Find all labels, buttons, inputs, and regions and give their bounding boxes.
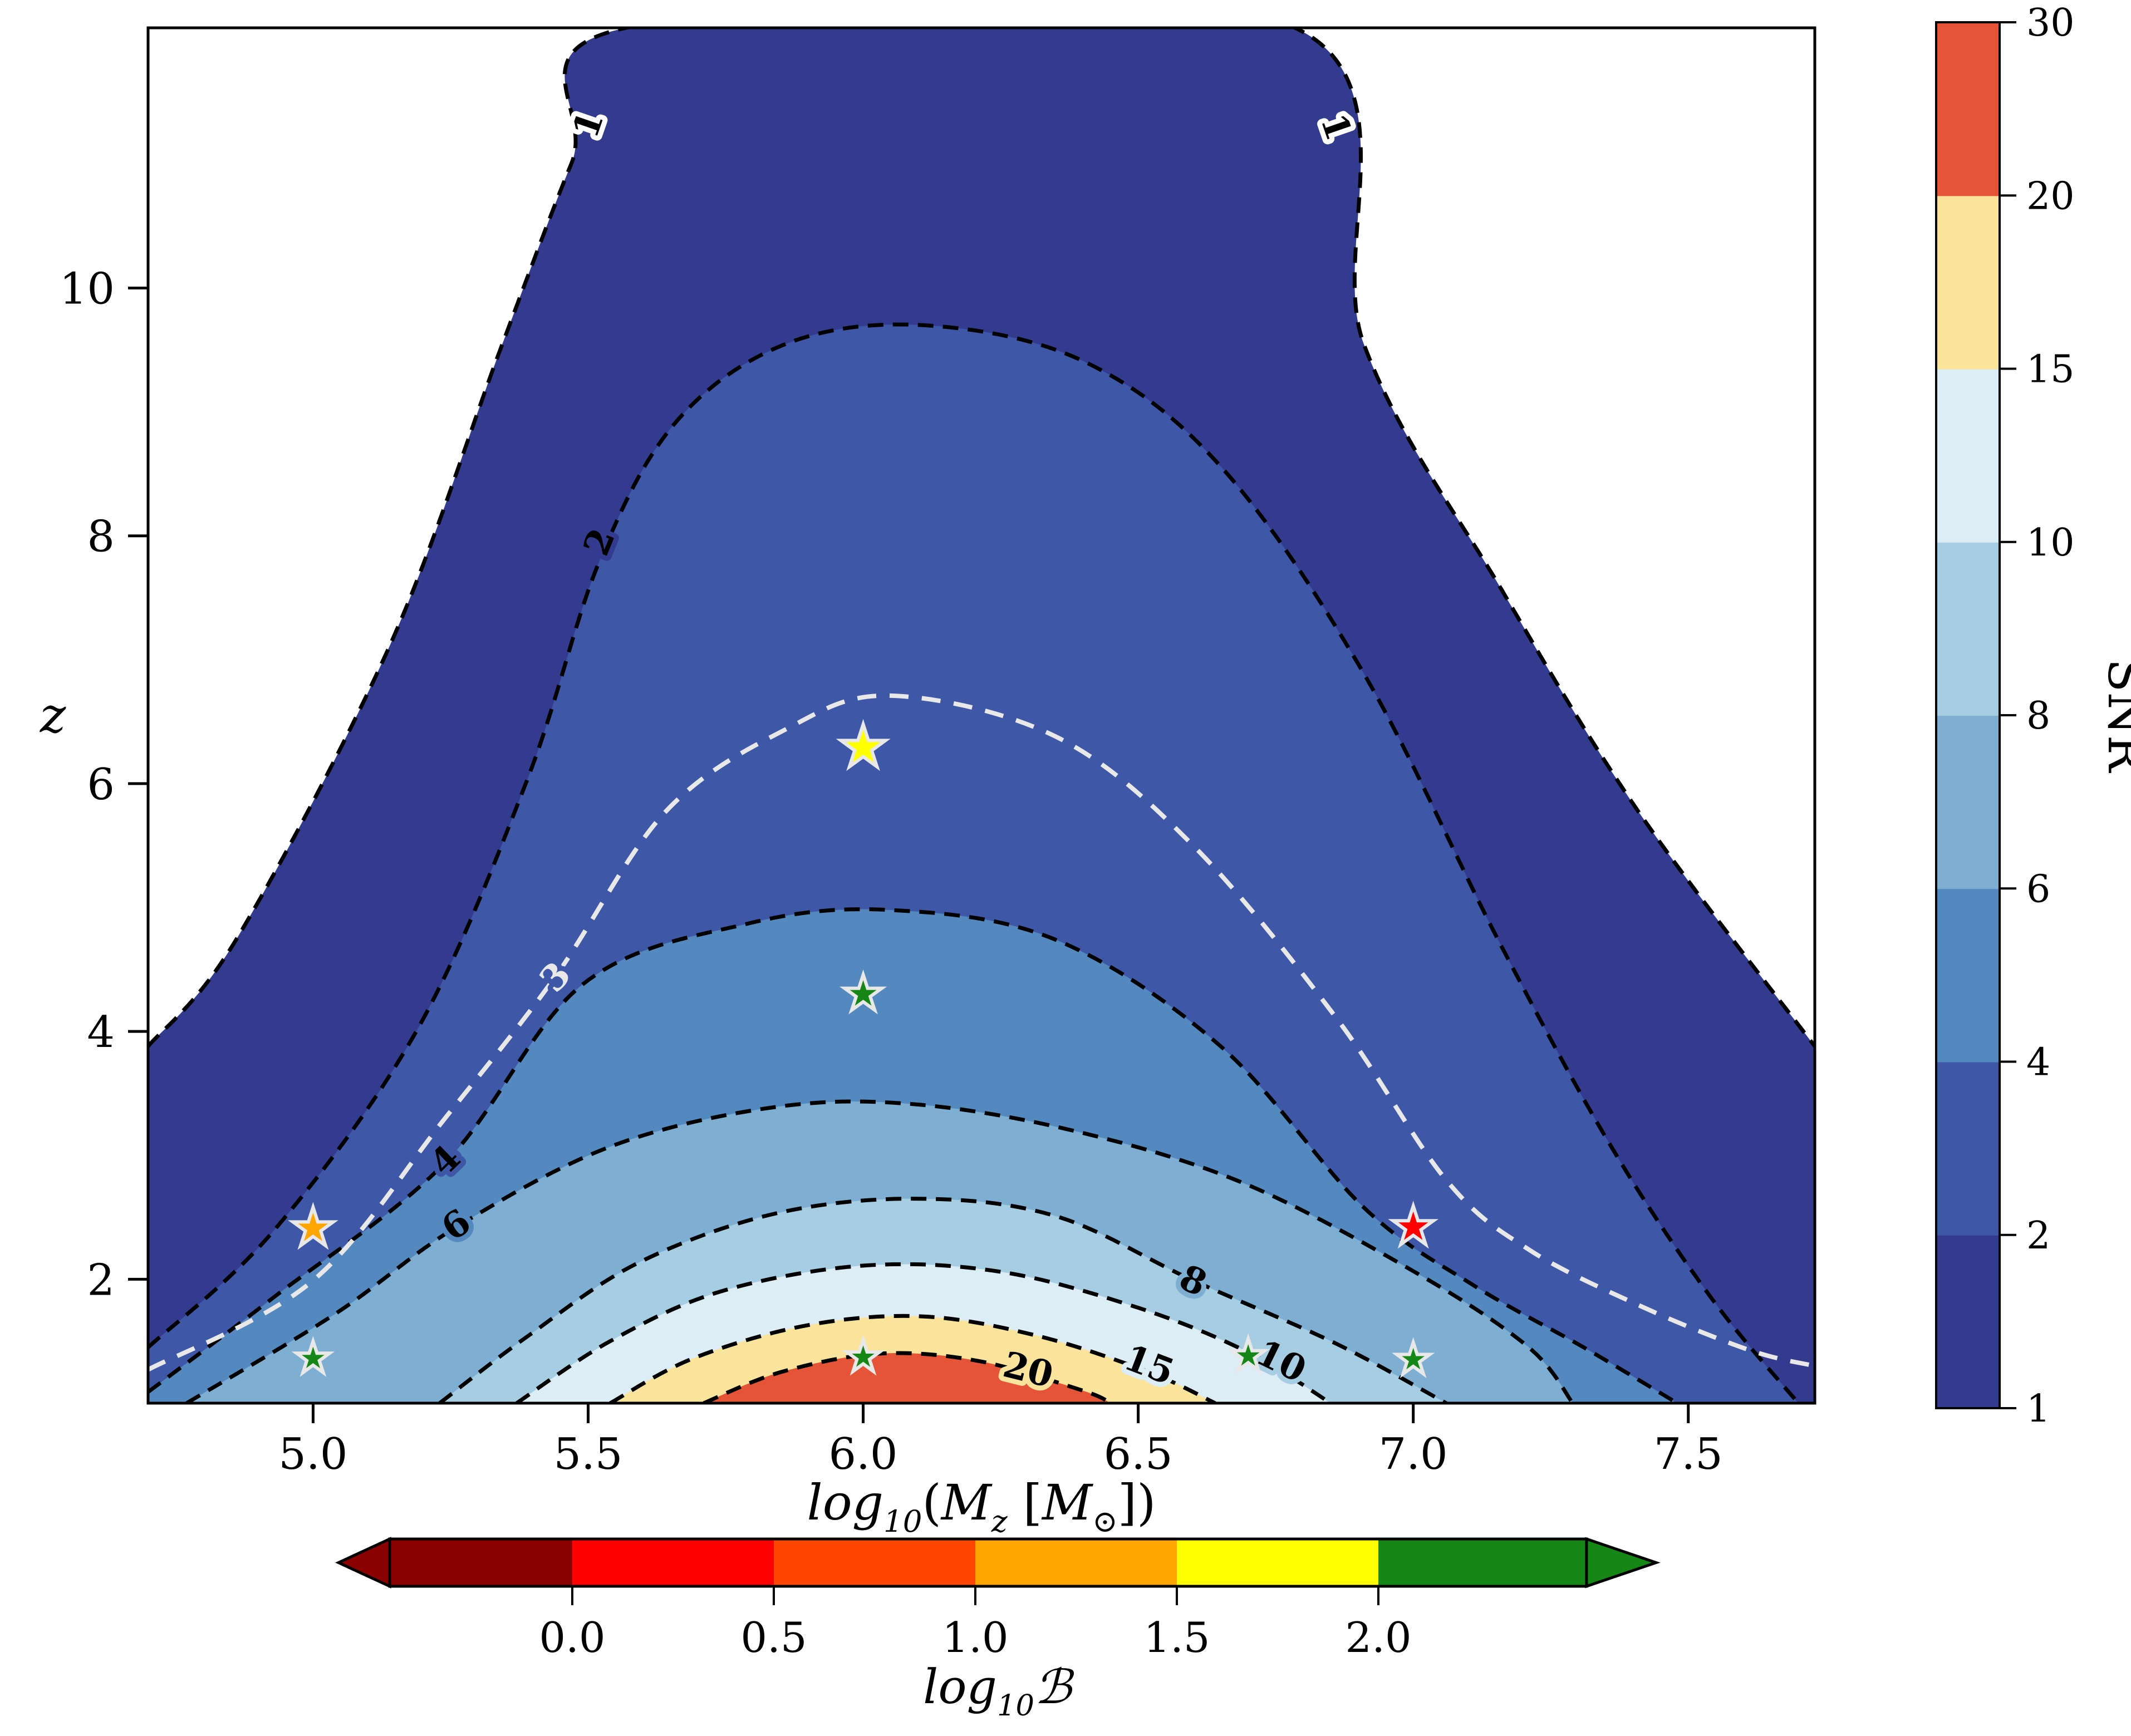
yellow-star-icon: [836, 719, 891, 771]
x-tick-label: 6.0: [829, 1429, 898, 1479]
contour-line-2: [148, 322, 1800, 1403]
contour-line-8: [438, 1197, 1447, 1403]
snr-colorbar-tick-label: 2: [2026, 1214, 2050, 1258]
snr-colorbar-segment: [1936, 888, 2000, 1063]
snr-colorbar-segment: [1936, 195, 2000, 370]
snr-colorbar-tick-label: 30: [2026, 1, 2075, 45]
snr-colorbar-tick-label: 8: [2026, 694, 2050, 738]
x-tick-label: 6.5: [1104, 1429, 1173, 1479]
y-axis-label: z: [40, 687, 66, 744]
y-tick-label: 10: [60, 264, 115, 314]
star-markers: [288, 719, 1439, 1379]
x-tick-label: 5.0: [278, 1429, 347, 1479]
bayes-colorbar-left-arrow-icon: [335, 1537, 391, 1589]
bayes-colorbar-right-arrow-icon: [1585, 1537, 1661, 1589]
bayes-colorbar-segment: [572, 1539, 774, 1586]
x-tick-label: 7.0: [1379, 1429, 1448, 1479]
snr-colorbar-segment: [1936, 1235, 2000, 1409]
orange-star-icon: [288, 1202, 338, 1250]
green-star-b4-icon: [1392, 1337, 1435, 1379]
contour-line-4: [148, 907, 1678, 1403]
bayes-colorbar-tick-label: 1.5: [1143, 1613, 1210, 1662]
axes: 5.0 5.5 6.0 6.5 7.0 7.5 2 4 6 8 10 log10(Mz [M⊙]) z: [40, 26, 1816, 1539]
contour-bands: [148, 28, 1815, 1403]
bayes-colorbar-tick-label: 0.0: [539, 1613, 605, 1662]
red-star-icon: [1388, 1201, 1439, 1249]
bayes-colorbar-segment: [1378, 1539, 1587, 1586]
y-tick-label: 6: [87, 760, 115, 810]
snr-colorbar-segment: [1936, 542, 2000, 716]
green-star-b3-icon: [1226, 1333, 1270, 1375]
contour-line-20: [703, 1351, 1112, 1403]
y-tick-label: 8: [87, 512, 115, 562]
snr-colorbar-tick-label: 4: [2026, 1041, 2050, 1085]
bayes-colorbar-tick-label: 2.0: [1345, 1613, 1411, 1662]
contour-line-15: [609, 1314, 1216, 1403]
bayes-colorbar-outline: [388, 1537, 1588, 1588]
bayes-colorbar-tick-label: 1.0: [942, 1613, 1008, 1662]
bayes-colorbar-segment: [390, 1539, 572, 1586]
snr-colorbar: 1 2 4 6 8 10 15 20 30 SNR: [1935, 1, 2131, 1431]
snr-colorbar-segment: [1936, 368, 2000, 543]
contour-line-6: [185, 1099, 1574, 1403]
snr-colorbar-segment: [1936, 715, 2000, 889]
bayes-colorbar-tick-label: 0.5: [740, 1613, 807, 1662]
contour-band-ge-20: [704, 1353, 1111, 1403]
x-tick-label: 7.5: [1654, 1429, 1723, 1479]
snr-colorbar-tick-label: 15: [2026, 348, 2075, 392]
snr-colorbar-title: SNR: [2097, 658, 2131, 773]
plot-frame: [146, 26, 1816, 1405]
contour-lines: [148, 28, 1815, 1403]
bayes-colorbar-segment: [975, 1539, 1177, 1586]
bayes-colorbar-segment: [774, 1539, 975, 1586]
bayes-colorbar-segment: [1177, 1539, 1378, 1586]
x-tick-label: 5.5: [553, 1429, 622, 1479]
y-tick-label: 2: [87, 1255, 115, 1305]
snr-colorbar-tick-label: 20: [2026, 174, 2075, 218]
snr-colorbar-tick-label: 6: [2026, 867, 2050, 911]
contour-line-10: [515, 1262, 1332, 1403]
y-tick-label: 4: [87, 1007, 115, 1058]
green-star-b1-icon: [291, 1336, 335, 1377]
snr-colorbar-tick-label: 1: [2026, 1387, 2050, 1431]
snr-colorbar-segment: [1936, 22, 2000, 196]
x-axis-label: log10(Mz [M⊙]): [807, 1474, 1156, 1539]
green-star-b2-icon: [841, 1334, 885, 1376]
snr-colorbar-segment: [1936, 1061, 2000, 1236]
green-star-mid-icon: [839, 969, 887, 1015]
bayes-colorbar-title: log10ℬ: [923, 1660, 1074, 1723]
contour-line-1: [148, 28, 1815, 1048]
bayes-factor-colorbar: 0.0 0.5 1.0 1.5 2.0 log10ℬ: [335, 1537, 1661, 1723]
snr-colorbar-tick-label: 10: [2026, 521, 2075, 565]
